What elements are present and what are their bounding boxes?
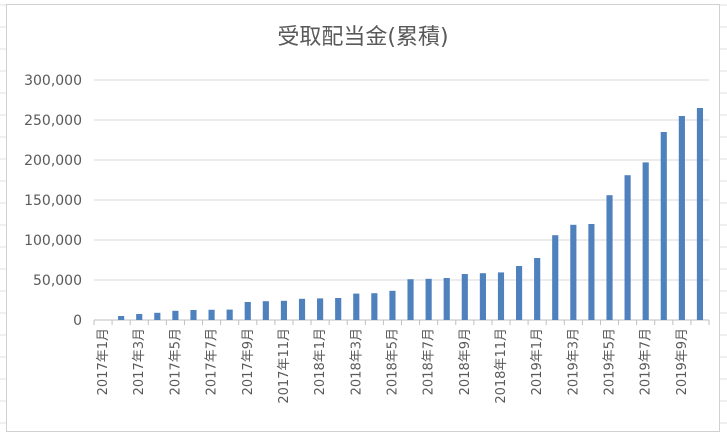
y-tick-label: 50,000: [33, 273, 82, 289]
x-tick-label: 2018年7月: [422, 328, 437, 395]
x-tick-label: 2019年7月: [639, 328, 654, 395]
x-tick-label: 2017年9月: [241, 328, 256, 395]
y-tick-label: 100,000: [24, 233, 82, 249]
bar: [371, 293, 378, 320]
x-tick-label: 2018年11月: [494, 328, 509, 404]
y-tick-label: 150,000: [24, 193, 82, 209]
bar: [298, 298, 306, 320]
bar: [534, 258, 541, 320]
chart-area[interactable]: 受取配当金(累積) 0 50,000 100,000 150,000 200,000 25…: [6, 4, 720, 432]
bar: [136, 314, 143, 320]
bar: [443, 278, 450, 320]
x-tick-label: 2019年5月: [603, 328, 618, 395]
x-tick-label: 2018年5月: [385, 328, 400, 395]
x-tick-label: 2017年3月: [132, 328, 147, 395]
bar: [244, 302, 251, 320]
x-tick-label: 2018年9月: [458, 328, 473, 395]
bar: [660, 132, 667, 320]
x-tick-label: 2019年1月: [530, 328, 545, 395]
bar: [479, 273, 486, 320]
bar: [190, 310, 197, 320]
bar: [353, 293, 360, 320]
bar: [262, 301, 269, 320]
bar: [407, 279, 414, 320]
bar: [317, 298, 324, 320]
x-tick-label: 2017年1月: [96, 328, 111, 395]
bar: [425, 278, 432, 320]
bar: [461, 274, 468, 320]
bar: [624, 175, 631, 320]
x-tick-label: 2017年7月: [205, 328, 220, 395]
x-tick-label: 2017年5月: [168, 328, 183, 395]
bar: [678, 116, 685, 320]
x-tick-label: 2019年9月: [675, 328, 690, 395]
bar: [280, 300, 287, 320]
x-tick-label: 2017年11月: [277, 328, 292, 404]
bar: [552, 235, 559, 320]
x-tick-label: 2019年3月: [566, 328, 581, 395]
y-tick-label: 300,000: [24, 73, 82, 89]
bar: [208, 309, 215, 320]
x-tick-label: 2018年1月: [313, 328, 328, 395]
x-tick-label: 2018年3月: [349, 328, 364, 395]
bar: [389, 290, 396, 320]
y-tick-label: 0: [73, 313, 82, 329]
bar: [154, 312, 161, 320]
bar: [172, 310, 179, 320]
y-tick-label: 250,000: [24, 113, 82, 129]
bar: [335, 298, 342, 320]
bar: [588, 224, 595, 320]
y-tick-label: 200,000: [24, 153, 82, 169]
bar: [118, 316, 125, 320]
chart-title: 受取配当金(累積): [277, 25, 449, 50]
bar: [497, 272, 505, 320]
bar: [606, 195, 613, 320]
bar: [570, 224, 577, 320]
bar: [696, 108, 704, 320]
bar: [516, 266, 523, 320]
plot-area: 0 50,000 100,000 150,000 200,000 250,000 300,0…: [24, 73, 710, 404]
bar: [226, 309, 233, 320]
bar: [642, 162, 649, 320]
